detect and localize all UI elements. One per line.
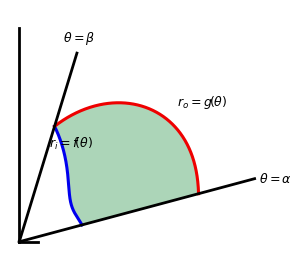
Polygon shape <box>55 103 199 225</box>
Text: $\theta = \beta$: $\theta = \beta$ <box>63 30 95 47</box>
Text: $\theta = \alpha$: $\theta = \alpha$ <box>259 172 290 186</box>
Text: $r_i = f\!\left(\theta\right)$: $r_i = f\!\left(\theta\right)$ <box>49 136 93 152</box>
Text: $r_o = g\!\left(\theta\right)$: $r_o = g\!\left(\theta\right)$ <box>177 94 227 111</box>
